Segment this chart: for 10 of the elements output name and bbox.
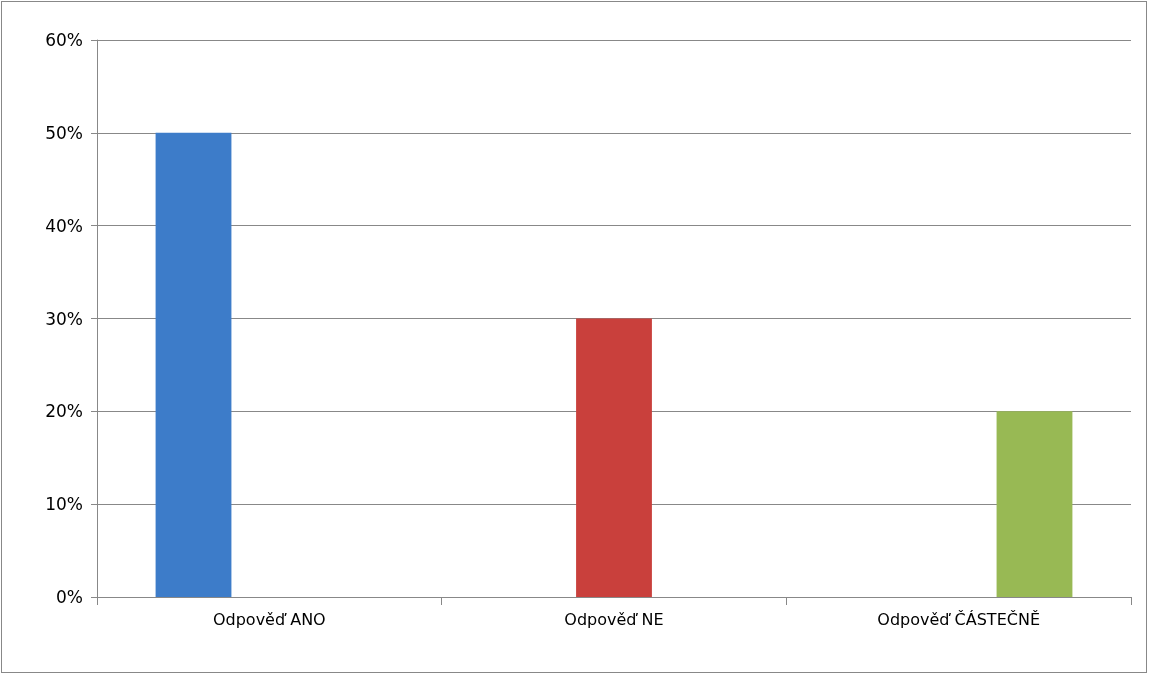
x-tick-label: Odpověď ANO [212,609,326,629]
y-tick-label: 40% [45,215,83,236]
y-tick-label: 10% [45,494,83,515]
x-tick-label: Odpověď NE [564,609,664,629]
y-tick-label: 0% [56,587,83,607]
y-tick-label: 30% [45,308,83,329]
y-tick-label: 20% [45,401,83,422]
x-tick-label: Odpověď ČÁSTEČNĚ [877,609,1040,629]
y-tick-label: 60% [45,30,83,50]
y-tick-label: 50% [45,122,83,143]
